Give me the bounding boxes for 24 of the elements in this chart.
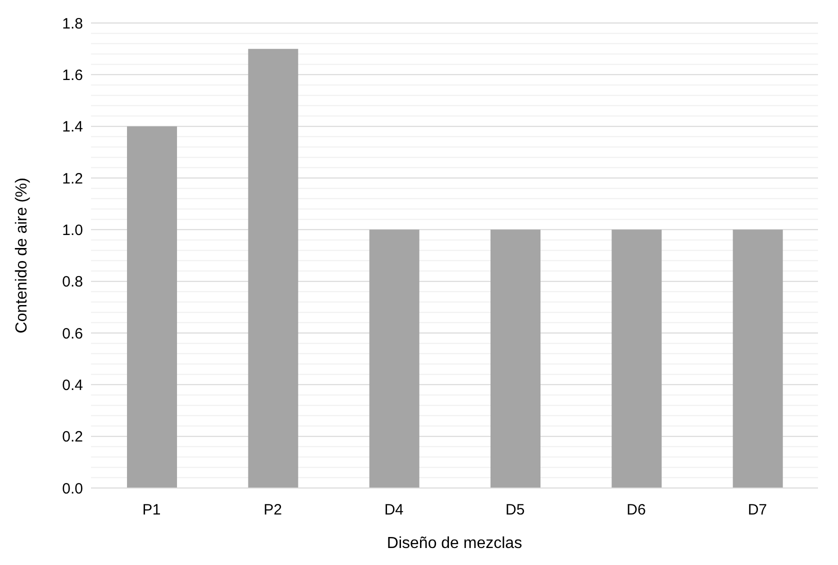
y-tick-label: 1.0 (62, 222, 83, 239)
bar (248, 48, 298, 488)
x-tick-label: P2 (264, 502, 282, 519)
x-tick-label: D6 (626, 502, 646, 519)
y-tick-label: 1.2 (62, 170, 83, 188)
bar (732, 230, 783, 488)
x-axis-title: Diseño de mezclas (386, 535, 522, 552)
y-tick-label: 1.6 (62, 66, 83, 84)
x-tick-label: D5 (505, 502, 525, 519)
y-axis-title: Contenido de aire (%) (14, 178, 31, 334)
y-tick-label: 0.0 (62, 480, 83, 498)
y-tick-label: 1.4 (62, 118, 83, 136)
y-tick-label: 0.2 (62, 428, 83, 446)
y-tick-label: 1.8 (62, 15, 83, 32)
y-tick-label: 0.8 (62, 274, 83, 291)
x-tick-label: P1 (142, 502, 161, 519)
x-tick-label: D4 (384, 502, 404, 519)
bar (369, 230, 420, 488)
bar (612, 230, 662, 488)
bar (127, 126, 177, 488)
x-tick-label: D7 (748, 502, 768, 519)
y-tick-label: 0.4 (62, 376, 83, 394)
bar (490, 230, 540, 488)
y-tick-label: 0.6 (62, 325, 83, 342)
